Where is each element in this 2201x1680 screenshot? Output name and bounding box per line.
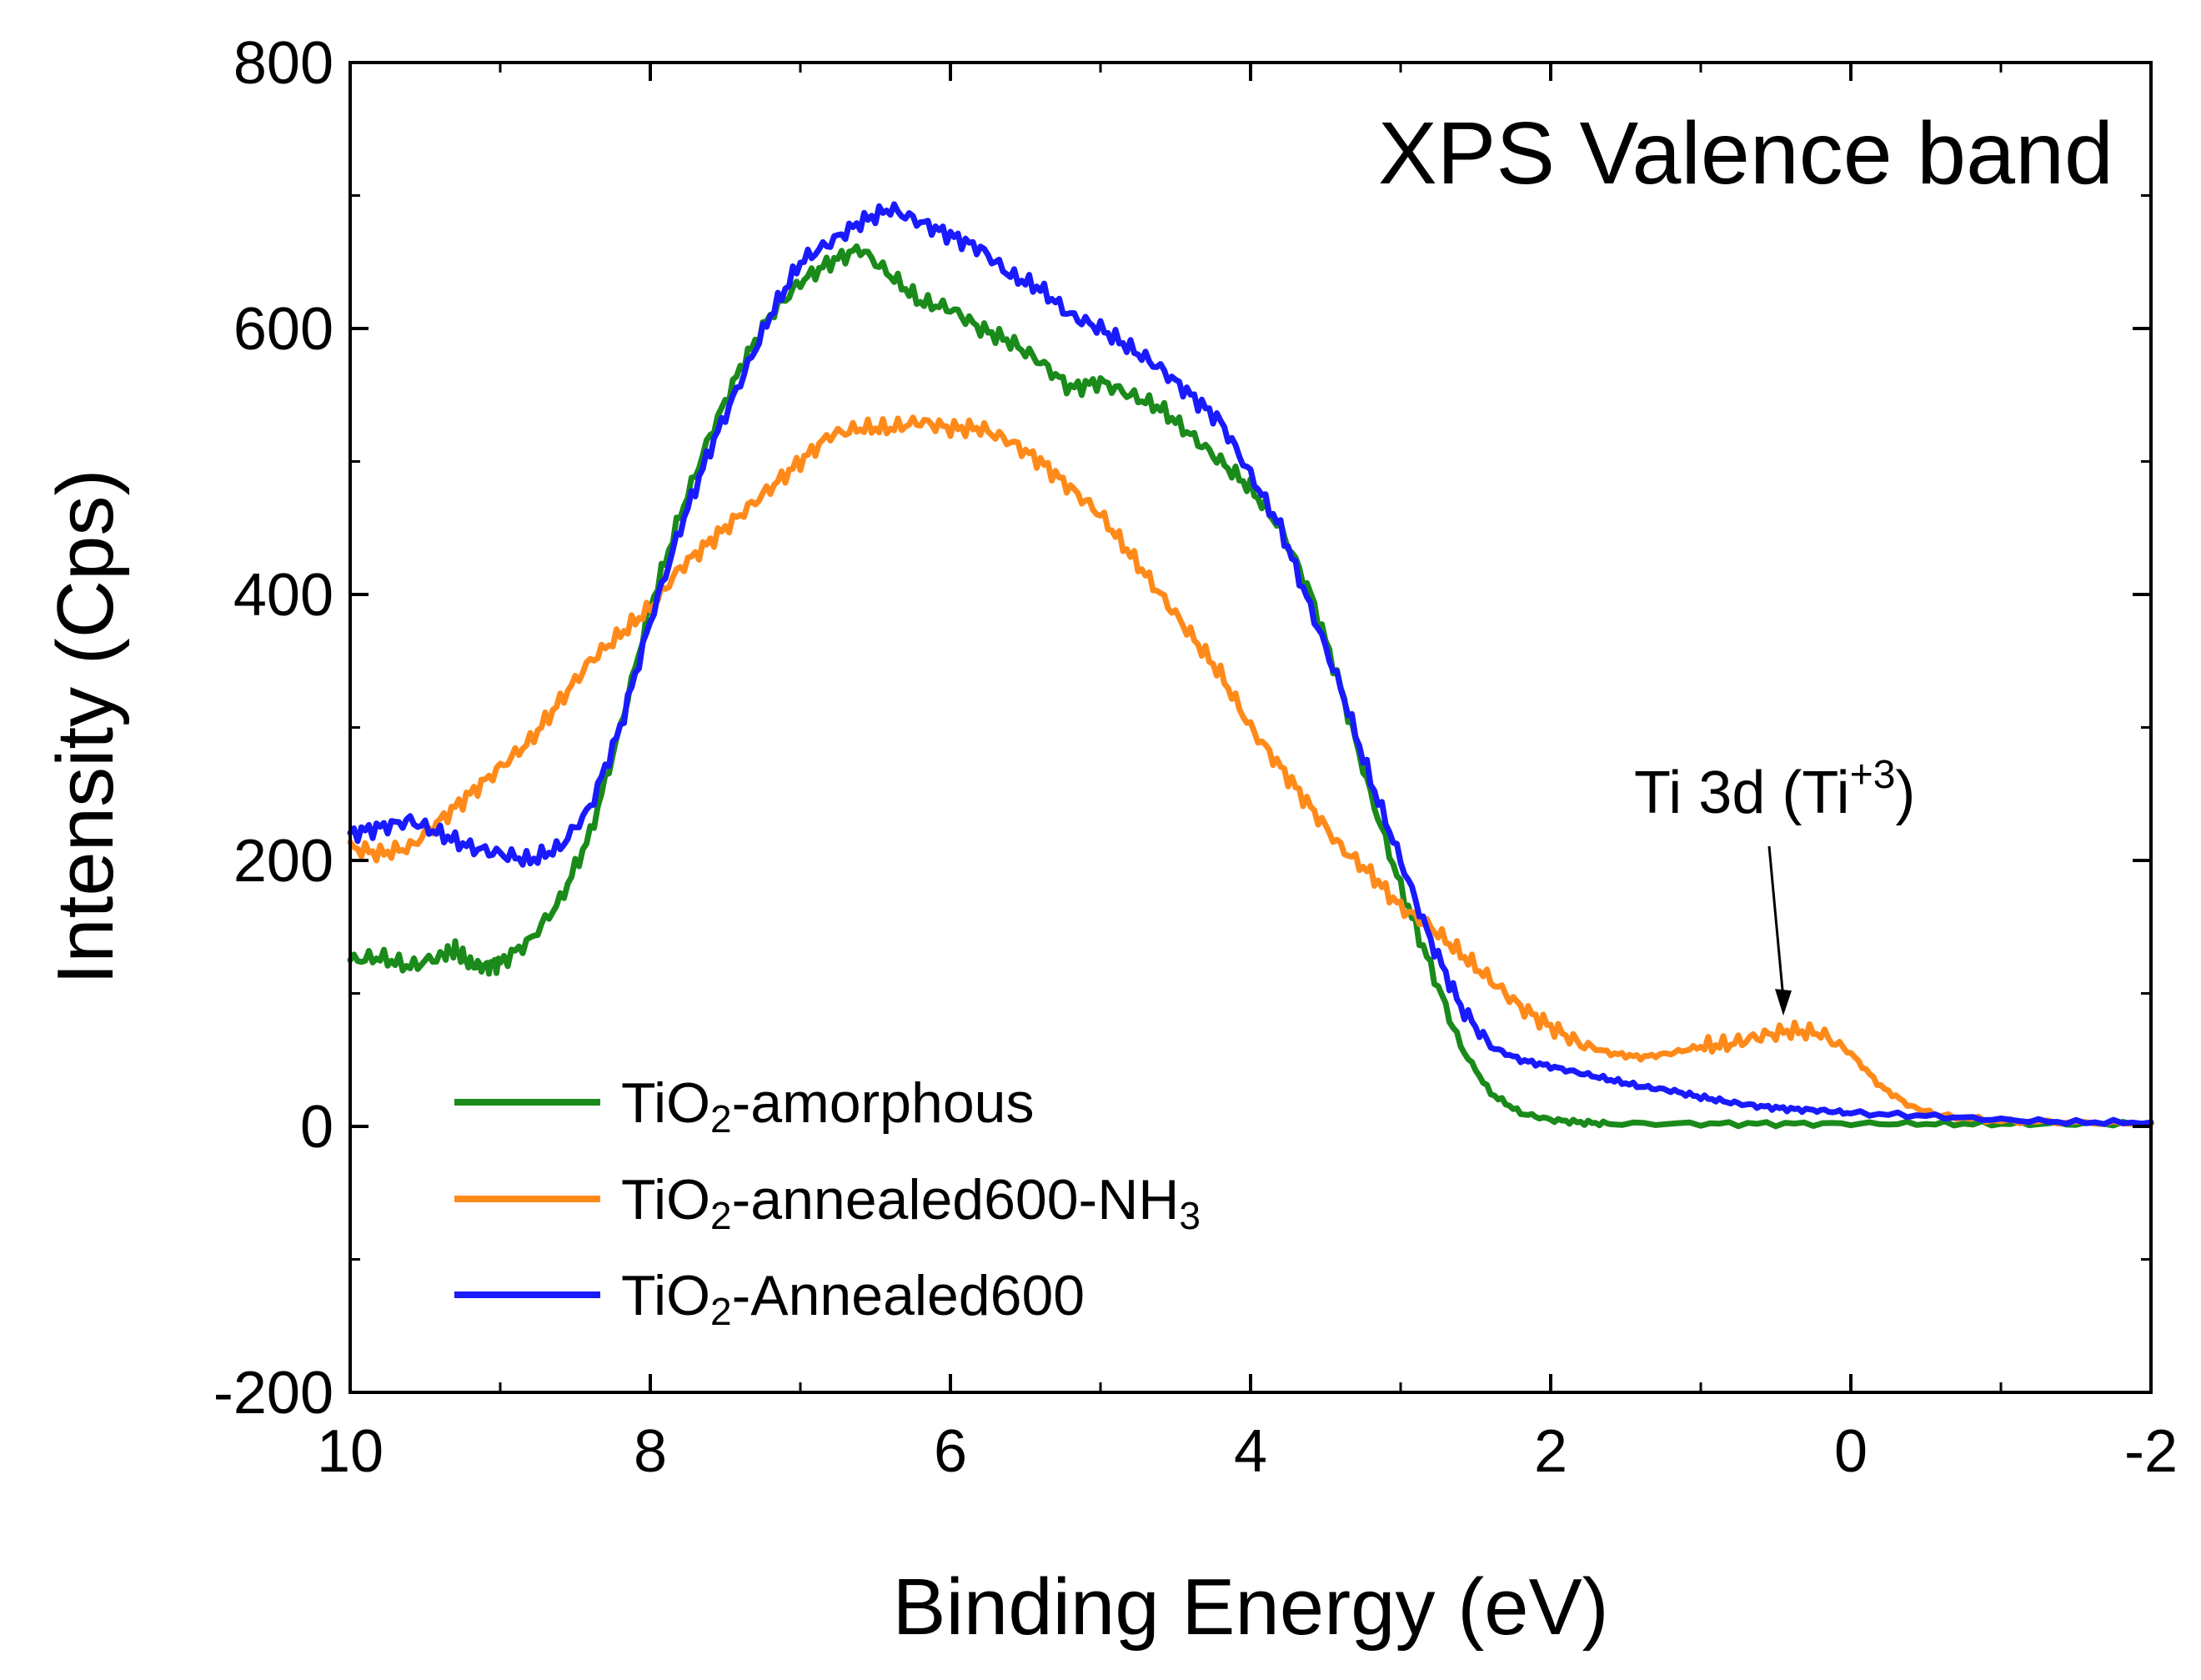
x-tick-label: 2: [1534, 1418, 1567, 1485]
legend: TiO2-amorphous TiO2-annealed600-NH3 TiO2-A…: [454, 1071, 1201, 1333]
y-tick-label: 0: [300, 1094, 333, 1161]
series-line-1: [347, 414, 2154, 1128]
x-tick-label: 10: [317, 1418, 384, 1485]
x-axis-title: Binding Energy (eV): [892, 1562, 1608, 1652]
series-line-0: [347, 243, 2154, 1130]
x-axis-ticks: 10 8 6 4 2 0 -2: [317, 63, 2178, 1485]
annotation-arrow-shaft: [1767, 845, 1785, 1000]
legend-label-2: TiO2-Annealed600: [621, 1264, 1085, 1333]
x-tick-label: 8: [634, 1418, 667, 1485]
y-tick-label: -200: [213, 1360, 333, 1427]
x-tick-label: 0: [1834, 1418, 1868, 1485]
series-group: [347, 201, 2154, 1130]
y-tick-label: 800: [233, 30, 333, 97]
ti3d-annotation: Ti 3d (Ti+3): [1634, 753, 1915, 1016]
chart-title: XPS Valence band: [1378, 104, 2113, 203]
y-axis-ticks: -200 0 200 400 600 800: [213, 30, 2151, 1427]
x-tick-label: 4: [1234, 1418, 1267, 1485]
y-tick-label: 200: [233, 828, 333, 895]
x-tick-label: 6: [934, 1418, 967, 1485]
legend-label-0: TiO2-amorphous: [621, 1071, 1034, 1141]
y-tick-label: 600: [233, 296, 333, 363]
annotation-text: Ti 3d (Ti+3): [1634, 753, 1915, 826]
series-line-2: [347, 201, 2154, 1127]
y-axis-title: Intensity (Cps): [41, 469, 130, 985]
legend-label-1: TiO2-annealed600-NH3: [621, 1168, 1201, 1237]
y-tick-label: 400: [233, 562, 333, 629]
annotation-arrow-head: [1775, 989, 1792, 1016]
x-tick-label: -2: [2124, 1418, 2178, 1485]
